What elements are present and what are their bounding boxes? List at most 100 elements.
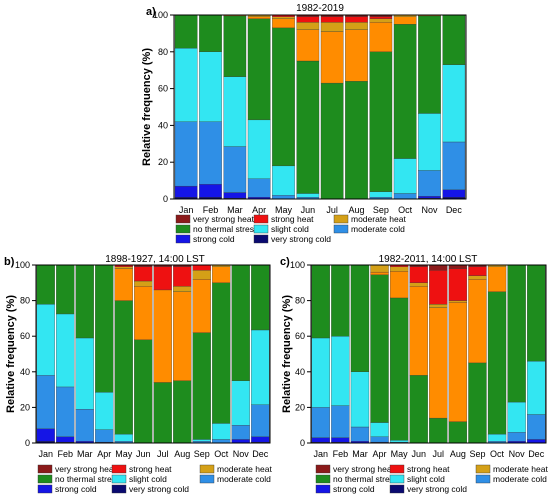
bar-segment-no-thermal-stress: [212, 282, 231, 424]
y-tick-label: 40: [295, 367, 305, 377]
bar-segment-strong-cold: [251, 436, 270, 443]
bar-segment-no-thermal-stress: [487, 291, 507, 435]
chart-panel-a: Jan Feb Mar Apr May Jun Jul Aug Sep Oct Nov Dec 0 20 4…: [141, 3, 467, 244]
bar-segment-moderate-heat: [369, 18, 393, 23]
legend-label-slight-cold: slight cold: [407, 474, 445, 484]
bar-segment-slight-heat: [487, 266, 507, 292]
bar-segment-no-thermal-stress: [173, 380, 192, 444]
y-tick-label: 20: [20, 402, 30, 412]
x-tick-label: Jul: [433, 449, 445, 459]
bar-segment-slight-cold: [418, 113, 441, 171]
bar-segment-strong-cold: [527, 439, 546, 444]
bar-segment-strong-cold: [36, 428, 55, 442]
legend-label-moderate-heat: moderate heat: [493, 464, 548, 474]
bar-segment-moderate-heat: [370, 264, 389, 273]
bar-segment-no-thermal-stress: [331, 264, 350, 337]
bar-segment-slight-cold: [350, 371, 370, 428]
panel-label: b): [4, 256, 15, 268]
legend-label-slight-cold: slight cold: [129, 474, 167, 484]
bar-segment-moderate-heat: [429, 304, 448, 308]
bar-segment-moderate-heat: [345, 22, 368, 30]
bar-segment-slight-heat: [468, 279, 487, 364]
x-tick-label: Jul: [157, 449, 169, 459]
bar-segment-strong-heat: [409, 266, 428, 283]
legend: very strong heat strong heat moderate heat…: [37, 464, 272, 494]
bar-segment-slight-heat: [345, 29, 368, 82]
bar-segment-no-thermal-stress: [153, 382, 172, 444]
bar-segment-moderate-cold: [56, 386, 75, 437]
bar-segment-no-thermal-stress: [114, 300, 133, 435]
x-tick-label: Dec: [252, 449, 269, 459]
x-tick-label: Mar: [77, 449, 93, 459]
x-tick-label: Feb: [203, 205, 219, 215]
legend-label-no-thermal-stress: no thermal stress: [333, 474, 398, 484]
legend-swatch-very-strong-heat: [315, 464, 331, 474]
legend-swatch-strong-heat: [253, 214, 269, 224]
x-tick-label: Aug: [348, 205, 364, 215]
x-tick-label: Jan: [38, 449, 53, 459]
y-tick-label: 20: [295, 402, 305, 412]
bar-segment-slight-heat: [409, 286, 428, 376]
bar-segment-slight-heat: [173, 291, 192, 381]
y-axis-label: Relative frequency (%): [5, 295, 17, 413]
legend-swatch-no-thermal-stress: [175, 224, 191, 234]
x-tick-label: Mar: [352, 449, 368, 459]
bar-segment-strong-heat: [369, 16, 393, 19]
bar-segment-no-thermal-stress: [320, 82, 344, 200]
bar-segment-slight-heat: [369, 22, 393, 52]
bar-segment-strong-cold: [311, 437, 330, 443]
legend-label-strong-cold: strong cold: [333, 484, 375, 494]
bar-segment-no-thermal-stress: [192, 332, 211, 440]
bar-segment-no-thermal-stress: [56, 264, 75, 315]
bar-segment-slight-cold: [192, 439, 211, 442]
legend-label-slight-cold: slight cold: [271, 224, 309, 234]
x-tick-label: Jan: [179, 205, 194, 215]
legend-swatch-moderate-cold: [333, 224, 349, 234]
x-tick-label: Nov: [509, 449, 526, 459]
legend-label-very-strong-heat: very strong heat: [333, 464, 395, 474]
bar-segment-strong-heat: [192, 264, 211, 271]
bar-segment-moderate-heat: [389, 266, 409, 272]
bar-segment-no-thermal-stress: [134, 339, 153, 444]
legend: very strong heat strong heat moderate heat…: [315, 464, 548, 494]
bar-segment-slight-cold: [370, 422, 389, 437]
bar-segment-slight-heat: [393, 16, 417, 25]
legend-label-very-strong-cold: very strong cold: [271, 234, 331, 244]
bar-segment-no-thermal-stress: [369, 51, 393, 192]
legend-swatch-very-strong-cold: [253, 234, 269, 244]
bar-segment-strong-cold: [223, 192, 247, 199]
bar-segment-no-thermal-stress: [370, 274, 389, 423]
bar-segment-moderate-cold: [393, 193, 417, 200]
panel-title: 1982-2019: [296, 3, 344, 14]
legend-label-very-strong-heat: very strong heat: [193, 214, 255, 224]
bar-segment-slight-heat: [272, 18, 295, 29]
bar-segment-slight-cold: [527, 360, 546, 415]
bar-segment-no-thermal-stress: [418, 15, 441, 114]
bar-segment-no-thermal-stress: [409, 375, 428, 444]
y-axis-label: Relative frequency (%): [281, 295, 293, 413]
bar-segment-moderate-heat: [320, 22, 344, 32]
bar-segment-no-thermal-stress: [174, 14, 198, 49]
bar-segment-no-thermal-stress: [231, 264, 250, 381]
x-tick-label: Jun: [136, 449, 151, 459]
x-tick-label: Dec: [446, 205, 463, 215]
bar-segment-slight-heat: [448, 302, 468, 422]
y-tick-label: 40: [158, 120, 168, 130]
bar-segment-no-thermal-stress: [247, 18, 271, 121]
x-tick-label: Nov: [421, 205, 438, 215]
bar-segment-very-strong-heat: [448, 264, 468, 269]
y-tick-label: 0: [163, 194, 168, 204]
bar-segment-moderate-cold: [36, 375, 55, 429]
bar-segment-moderate-heat: [114, 266, 133, 269]
bar-segment-moderate-heat: [296, 22, 320, 30]
y-tick-label: 100: [153, 10, 168, 20]
bar-segment-slight-cold: [174, 47, 198, 122]
bar-segment-strong-cold: [199, 184, 222, 198]
legend-label-moderate-cold: moderate cold: [493, 474, 547, 484]
bar-segment-strong-heat: [296, 16, 320, 23]
x-tick-label: Sep: [194, 449, 210, 459]
legend: very strong heat strong heat moderate heat…: [175, 214, 406, 244]
bar-segment-no-thermal-stress: [75, 264, 94, 339]
x-tick-label: Jul: [326, 205, 338, 215]
bar-segment-moderate-heat: [173, 286, 192, 292]
